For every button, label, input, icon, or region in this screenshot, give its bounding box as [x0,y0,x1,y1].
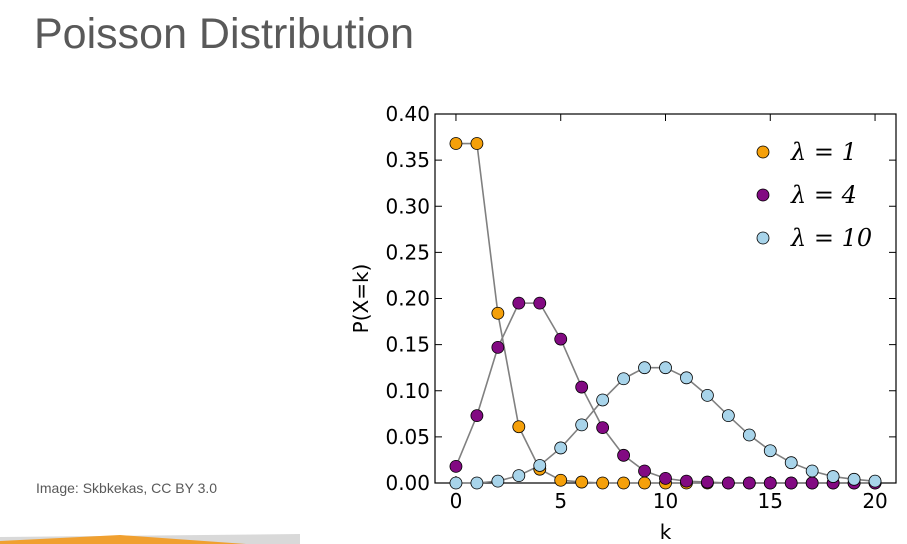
data-point-series-2 [826,470,840,483]
x-axis-label: k [660,520,672,544]
x-tick-label: 15 [758,489,783,513]
data-point-series-2 [742,428,756,442]
data-point-series-2 [763,444,777,458]
data-point-series-1 [533,296,547,310]
data-point-series-1 [617,448,630,462]
data-point-series-2 [554,441,568,455]
data-point-series-1 [784,476,798,490]
data-point-series-0 [638,476,651,490]
data-point-series-1 [701,475,714,489]
decorative-bottom-bar [0,530,907,544]
y-tick-label: 0.20 [385,287,430,311]
bottom-bar-shape [0,534,300,544]
legend-marker-2 [756,231,770,245]
plot-frame [434,113,897,484]
data-point-series-1 [512,296,526,310]
data-point-series-0 [449,137,463,150]
legend-label-2: λ = 10 [790,224,872,252]
data-point-series-1 [659,471,672,485]
data-point-series-2 [868,474,882,488]
data-point-series-2 [596,393,610,407]
data-point-series-1 [638,464,651,478]
legend-label-0: λ = 1 [790,138,857,166]
image-credit: Image: Skbkekas, CC BY 3.0 [36,480,218,496]
y-tick-label: 0.15 [385,333,430,357]
data-point-series-0 [554,473,568,487]
data-point-series-2 [847,472,861,486]
data-point-series-1 [575,380,589,394]
data-point-series-1 [596,421,610,435]
y-tick-label: 0.35 [385,148,430,172]
x-tick-label: 10 [653,489,678,513]
data-point-series-1 [763,476,777,490]
data-point-series-1 [554,332,568,346]
data-point-series-2 [805,464,819,478]
data-point-series-1 [742,476,756,490]
y-tick-label: 0.10 [385,379,430,403]
legend-marker-1 [756,188,770,202]
data-point-series-2 [617,372,630,386]
page-title: Poisson Distribution [34,10,415,58]
data-point-series-2 [449,476,463,490]
legend-label-1: λ = 4 [790,181,857,209]
y-tick-label: 0.25 [385,240,430,264]
series-line-1 [455,302,876,484]
y-tick-label: 0.05 [385,425,430,449]
data-point-series-1 [449,459,463,473]
data-point-series-2 [784,456,798,470]
data-point-series-1 [470,409,484,423]
data-point-series-2 [701,388,714,402]
x-tick-label: 5 [554,489,567,513]
data-point-series-2 [659,361,672,375]
bottom-bar-orange [0,535,246,544]
data-point-series-2 [512,469,526,483]
legend-marker-0 [756,145,770,159]
data-point-series-0 [575,475,589,489]
data-point-series-0 [470,137,484,150]
data-point-series-1 [491,340,505,354]
y-tick-label: 0.40 [385,102,430,126]
y-tick-label: 0.30 [385,194,430,218]
data-point-series-0 [617,476,630,490]
data-point-series-0 [596,476,610,490]
data-point-series-1 [680,474,693,488]
y-axis-label: P(X=k) [349,264,373,334]
data-point-series-2 [721,409,735,423]
x-tick-label: 20 [862,489,887,513]
x-tick-label: 0 [450,489,463,513]
data-point-series-2 [638,361,651,375]
data-point-series-0 [512,420,526,434]
data-point-series-1 [721,476,735,490]
data-point-series-2 [533,459,547,472]
data-point-series-2 [491,474,505,488]
y-tick-label: 0.00 [385,471,430,495]
data-point-series-1 [805,476,819,490]
data-point-series-2 [680,371,693,385]
data-point-series-2 [575,418,589,432]
data-point-series-0 [491,306,505,320]
data-point-series-2 [470,476,484,490]
